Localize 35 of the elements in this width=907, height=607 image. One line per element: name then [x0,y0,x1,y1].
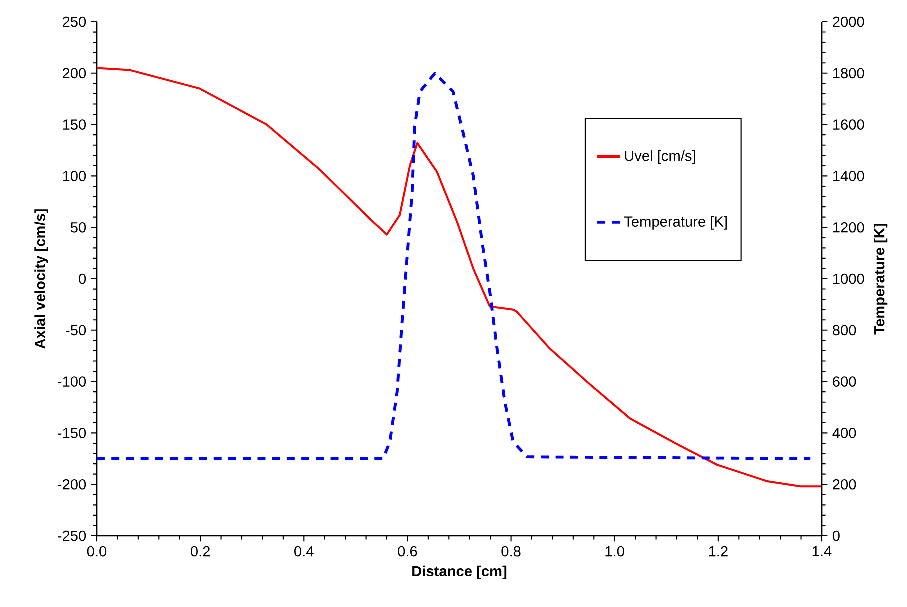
y2-tick-label: 600 [833,376,856,387]
y-tick-label: 250 [62,16,86,28]
y2-tick-label: 200 [833,479,856,490]
y-tick-label: -100 [58,376,86,387]
x-tick-label: 1.4 [812,546,832,556]
y-axis-title: Axial velocity [cm/s] [34,210,48,349]
y2-tick-label: 1800 [833,68,864,79]
x-tick-label: 0.6 [398,546,418,557]
y2-tick-label: 800 [832,325,856,336]
y2-tick-label: 0 [832,530,840,542]
legend-label: Uvel [cm/s] [625,150,696,164]
x-tick-label: 0.0 [87,546,107,557]
x-tick-label: 0.8 [502,546,521,557]
y-tick-label: 200 [62,68,86,79]
x-tick-label: 1.2 [709,546,728,557]
x-tick-label: 0.4 [294,546,314,557]
x-tick-label: 0.2 [190,546,210,557]
x-tick-label: 1.0 [606,546,624,557]
y2-tick-label: 1400 [833,171,864,182]
y-tick-label: 100 [63,171,86,182]
y2-tick-label: 1200 [833,222,864,233]
y-tick-label: -250 [58,530,86,542]
y-tick-label: 0 [79,274,86,284]
y-tick-label: -50 [66,325,86,336]
y2-axis-title: Temperature [K] [874,224,888,335]
legend-label: Temperature [K] [624,216,727,230]
y2-tick-label: 1600 [833,120,864,130]
y2-tick-label: 400 [832,428,856,438]
y2-tick-label: 1000 [833,274,864,284]
x-axis-title: Distance [cm] [412,566,507,580]
y2-tick-label: 2000 [833,16,864,28]
y-tick-label: 150 [63,120,86,130]
y-tick-label: -200 [58,479,86,490]
y-tick-label: -150 [58,428,86,438]
y-tick-label: 50 [70,222,86,233]
